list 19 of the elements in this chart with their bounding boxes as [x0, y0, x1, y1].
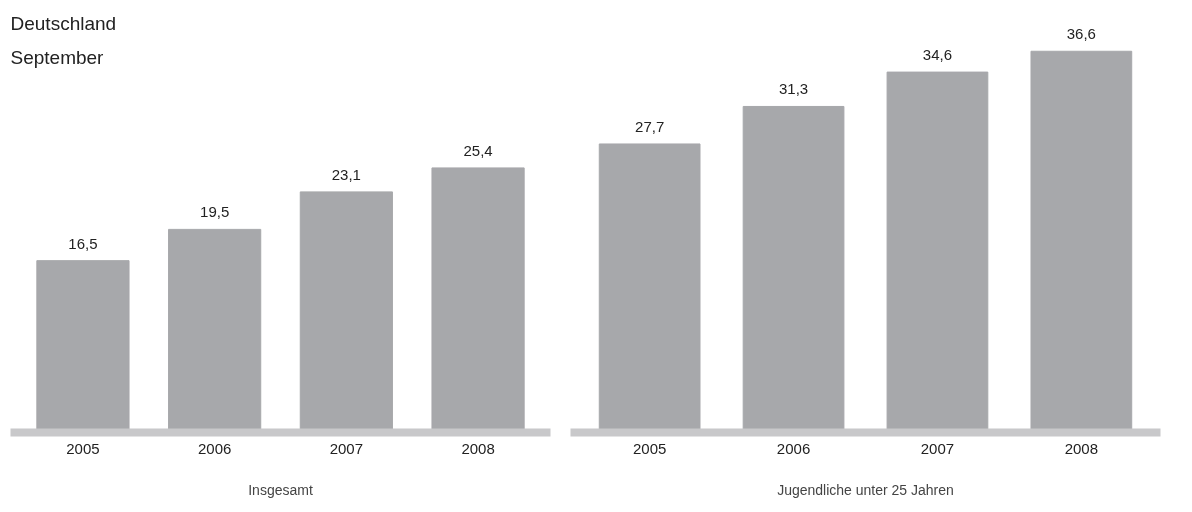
data-label: 25,4	[463, 141, 493, 159]
x-axis-title: Jugendliche unter 25 Jahren	[777, 481, 954, 498]
data-label: 27,7	[635, 117, 665, 135]
data-label: 23,1	[331, 165, 361, 183]
x-tick-label: 2008	[1064, 439, 1099, 457]
x-tick-label: 2005	[66, 439, 100, 457]
x-tick-label: 2006	[197, 439, 232, 457]
x-tick-label: 2007	[920, 439, 955, 457]
x-tick-label: 2008	[461, 439, 495, 457]
data-label: 36,6	[1066, 25, 1096, 43]
x-tick-label: 2007	[329, 439, 364, 457]
chart-subtitle: Deutschland September	[10, 12, 117, 68]
data-label: 16,5	[68, 234, 98, 252]
x-axis-title: Insgesamt	[248, 481, 313, 498]
data-label: 34,6	[922, 46, 953, 64]
data-label: 19,5	[200, 203, 230, 221]
x-tick-label: 2005	[632, 439, 667, 457]
x-tick-label: 2006	[776, 439, 811, 457]
data-label: 31,3	[778, 80, 809, 98]
